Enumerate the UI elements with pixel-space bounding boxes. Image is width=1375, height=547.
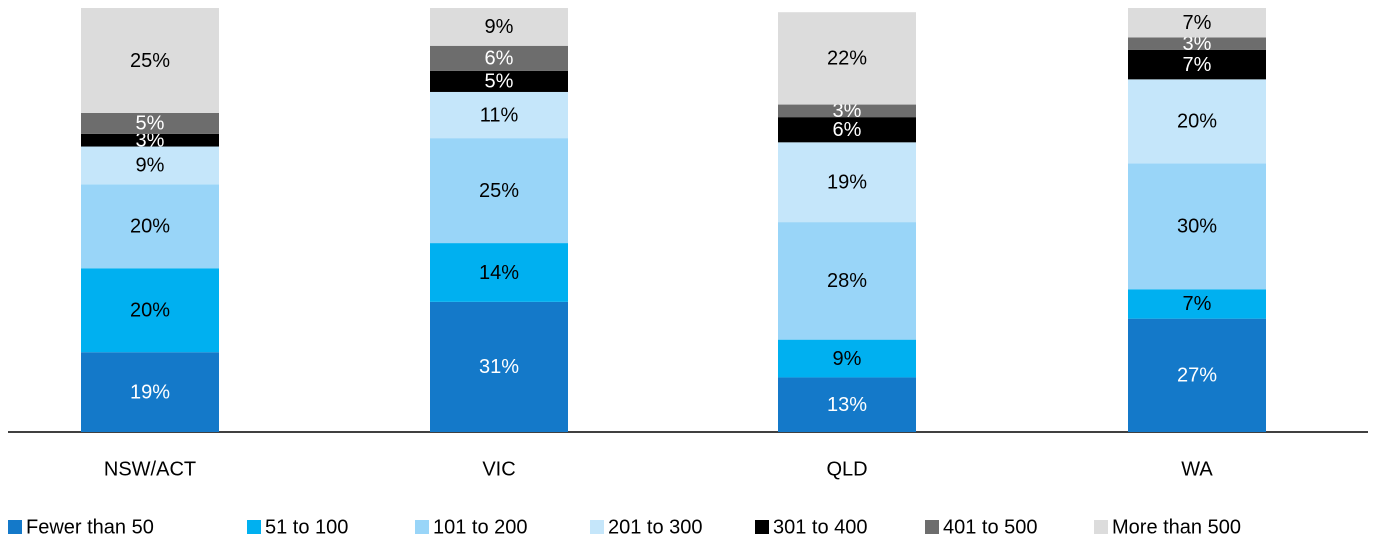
bar-segment	[1128, 318, 1266, 432]
bar-segment	[81, 268, 219, 353]
bar-segment	[778, 12, 916, 105]
data-label: 19%	[130, 381, 170, 403]
bar-segment	[430, 301, 568, 432]
data-label: 20%	[1177, 111, 1217, 133]
data-label: 28%	[827, 270, 867, 292]
data-label: 25%	[479, 180, 519, 202]
data-label: 20%	[130, 300, 170, 322]
bar-segment	[778, 339, 916, 378]
data-label: 30%	[1177, 216, 1217, 238]
bar-segment	[1128, 49, 1266, 80]
bar-segment	[1128, 163, 1266, 290]
bar-segment	[430, 243, 568, 302]
bar-segment	[430, 138, 568, 244]
data-label: 7%	[1183, 293, 1212, 315]
data-label: 6%	[485, 48, 514, 70]
data-label: 25%	[130, 50, 170, 72]
legend-swatch	[925, 520, 939, 534]
x-tick-label: NSW/ACT	[104, 458, 196, 480]
data-label: 9%	[136, 155, 165, 177]
data-label: 5%	[136, 113, 165, 135]
legend-label: 51 to 100	[265, 516, 348, 538]
data-label: 3%	[1183, 33, 1212, 55]
legend-label: 101 to 200	[433, 516, 528, 538]
bar-segment	[430, 91, 568, 139]
bar-segment	[81, 8, 219, 113]
data-label: 31%	[479, 356, 519, 378]
data-label: 19%	[827, 171, 867, 193]
bar-segment	[430, 8, 568, 46]
bar-segment	[778, 222, 916, 340]
data-label: 20%	[130, 216, 170, 238]
data-label: 3%	[833, 100, 862, 122]
bar-segment	[778, 142, 916, 223]
bar-segment	[1128, 289, 1266, 319]
bar-segment	[430, 45, 568, 71]
x-tick-label: WA	[1181, 458, 1213, 480]
bar-segment	[778, 117, 916, 143]
legend-swatch	[590, 520, 604, 534]
legend-label: Fewer than 50	[26, 516, 154, 538]
x-tick-label: VIC	[482, 458, 515, 480]
bar-segment	[1128, 8, 1266, 38]
legend-label: More than 500	[1112, 516, 1241, 538]
data-label: 14%	[479, 262, 519, 284]
legend-swatch	[1094, 520, 1108, 534]
data-label: 27%	[1177, 365, 1217, 387]
data-label: 22%	[827, 48, 867, 70]
bar-segment	[81, 146, 219, 185]
legend-label: 301 to 400	[773, 516, 868, 538]
data-label: 5%	[485, 71, 514, 93]
legend-swatch	[247, 520, 261, 534]
bar-segment	[1128, 79, 1266, 164]
bar-segment	[430, 70, 568, 92]
legend-label: 201 to 300	[608, 516, 703, 538]
data-label: 3%	[136, 130, 165, 152]
data-label: 11%	[480, 104, 519, 126]
legend-swatch	[8, 520, 22, 534]
bar-segment	[81, 352, 219, 432]
bar-segment	[778, 377, 916, 432]
data-label: 9%	[485, 16, 514, 38]
data-label: 7%	[1183, 54, 1212, 76]
bar-segment	[81, 133, 219, 147]
x-tick-label: QLD	[826, 458, 867, 480]
data-label: 7%	[1183, 12, 1212, 34]
bar-segment	[778, 104, 916, 118]
legend-swatch	[755, 520, 769, 534]
data-label: 9%	[833, 348, 862, 370]
legend-swatch	[415, 520, 429, 534]
bar-segment	[81, 184, 219, 269]
bar-segment	[1128, 37, 1266, 50]
legend-label: 401 to 500	[943, 516, 1038, 538]
data-label: 13%	[827, 394, 867, 416]
bar-segment	[81, 112, 219, 134]
data-label: 6%	[833, 119, 862, 141]
